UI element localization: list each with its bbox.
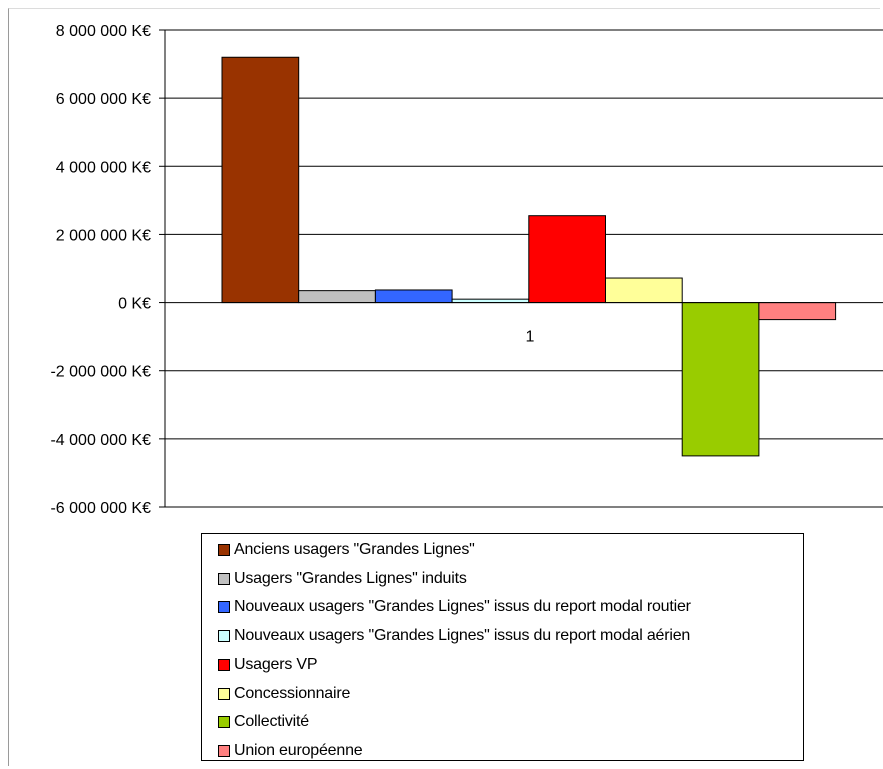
bar xyxy=(374,289,453,304)
legend-label: Usagers "Grandes Lignes" induits xyxy=(234,569,467,587)
legend-item: Nouveaux usagers "Grandes Lignes" issus … xyxy=(218,596,691,618)
legend-item: Collectivité xyxy=(218,711,309,733)
legend-label: Nouveaux usagers "Grandes Lignes" issus … xyxy=(234,598,691,616)
bar xyxy=(451,298,530,304)
y-tick-label: -6 000 000 K€ xyxy=(50,500,151,517)
legend-swatch xyxy=(218,572,230,585)
y-tick-label: 6 000 000 K€ xyxy=(56,91,151,108)
legend-label: Usagers VP xyxy=(234,655,318,673)
legend: Anciens usagers "Grandes Lignes" Usagers … xyxy=(201,533,804,761)
bar xyxy=(298,290,376,304)
legend-label: Collectivité xyxy=(234,713,309,731)
chart-area xyxy=(8,8,880,766)
y-tick-label: 2 000 000 K€ xyxy=(56,227,151,244)
y-tick-label: 8 000 000 K€ xyxy=(56,23,151,40)
bar xyxy=(758,302,837,321)
legend-swatch xyxy=(218,601,230,614)
bar-chart: 8 000 000 K€ 6 000 000 K€ 4 000 000 K€ 2 00… xyxy=(50,23,883,517)
legend-swatch xyxy=(218,658,230,671)
bar xyxy=(528,215,606,304)
y-tick-label: 0 K€ xyxy=(118,296,151,313)
bar xyxy=(605,277,683,304)
legend-label: Concessionnaire xyxy=(234,684,351,702)
legend-item: Union européenne xyxy=(218,740,363,762)
legend-item: Nouveaux usagers "Grandes Lignes" issus … xyxy=(218,625,690,647)
legend-swatch xyxy=(218,687,230,700)
y-tick-label: 4 000 000 K€ xyxy=(56,159,151,176)
legend-item: Usagers "Grandes Lignes" induits xyxy=(218,568,467,590)
legend-label: Union européenne xyxy=(234,741,363,759)
legend-swatch xyxy=(218,630,230,643)
bar xyxy=(221,56,300,304)
legend-item: Concessionnaire xyxy=(218,683,350,705)
y-tick-label: -2 000 000 K€ xyxy=(50,364,151,381)
legend-swatch xyxy=(218,544,230,556)
legend-item: Usagers VP xyxy=(218,654,318,676)
legend-swatch xyxy=(218,716,230,729)
legend-label: Nouveaux usagers "Grandes Lignes" issus … xyxy=(234,627,691,645)
x-tick-label: 1 xyxy=(526,329,535,346)
legend-label: Anciens usagers "Grandes Lignes" xyxy=(234,541,475,558)
y-tick-label: -4 000 000 K€ xyxy=(50,432,151,449)
legend-item: Anciens usagers "Grandes Lignes" xyxy=(218,539,475,561)
bar xyxy=(681,302,760,457)
legend-swatch xyxy=(218,744,230,757)
